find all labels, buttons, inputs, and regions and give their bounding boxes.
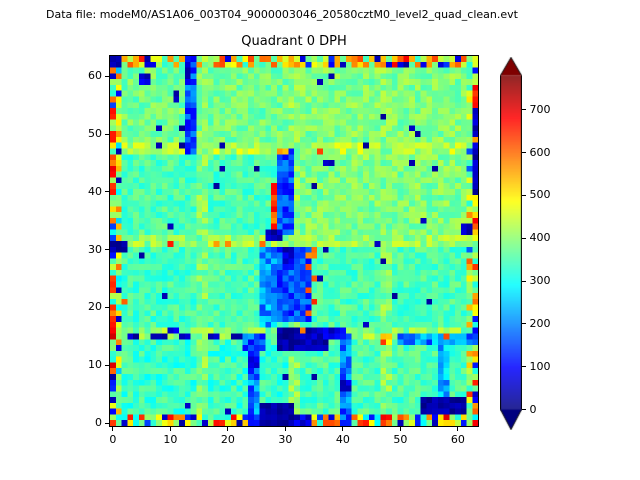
y-tick-label: 0 (95, 416, 102, 430)
heatmap-axes (109, 55, 479, 427)
x-tick-label: 20 (220, 433, 235, 446)
colorbar-tick (521, 366, 526, 368)
colorbar-tick (521, 323, 526, 325)
colorbar-tick (521, 409, 526, 410)
x-tick (399, 427, 401, 431)
y-tick-label: 20 (88, 300, 102, 314)
y-tick-label: 50 (88, 127, 102, 141)
x-tick-label: 50 (393, 433, 408, 446)
colorbar-tick-label: 500 (529, 188, 551, 202)
colorbar-tick-label: 100 (529, 359, 551, 373)
data-file-annotation: Data file: modeM0/AS1A06_003T04_90000030… (46, 8, 518, 21)
colorbar-tick-label: 600 (529, 145, 551, 159)
y-tick (105, 364, 109, 366)
y-tick (105, 249, 109, 251)
x-tick (284, 427, 286, 431)
y-tick (105, 191, 109, 193)
y-tick-label: 40 (88, 184, 102, 198)
colorbar-tick-label: 200 (529, 316, 551, 330)
y-tick-label: 60 (88, 69, 102, 83)
colorbar-tick-label: 700 (529, 102, 551, 116)
y-tick (105, 75, 109, 77)
x-tick (169, 427, 171, 431)
y-tick (105, 422, 109, 424)
x-tick-label: 10 (163, 433, 178, 446)
plot-title: Quadrant 0 DPH (241, 34, 347, 49)
x-tick (342, 427, 344, 431)
y-tick (105, 133, 109, 135)
colorbar-tick-label: 0 (529, 402, 537, 416)
colorbar-tick-label: 400 (529, 231, 551, 245)
x-tick-label: 0 (109, 433, 117, 446)
colorbar-tick (521, 194, 526, 196)
colorbar (500, 57, 522, 430)
x-tick-label: 40 (335, 433, 350, 446)
x-tick-label: 60 (450, 433, 465, 446)
colorbar-tick (521, 109, 526, 111)
colorbar-tick (521, 237, 526, 239)
x-tick (227, 427, 229, 431)
heatmap-image (110, 56, 478, 426)
x-tick-label: 30 (278, 433, 293, 446)
colorbar-tick-label: 300 (529, 274, 551, 288)
y-tick-label: 10 (88, 358, 102, 372)
x-tick (112, 427, 114, 431)
colorbar-tick (521, 152, 526, 154)
y-tick (105, 306, 109, 308)
y-tick-label: 30 (88, 242, 102, 256)
colorbar-tick (521, 280, 526, 282)
x-tick (457, 427, 459, 431)
